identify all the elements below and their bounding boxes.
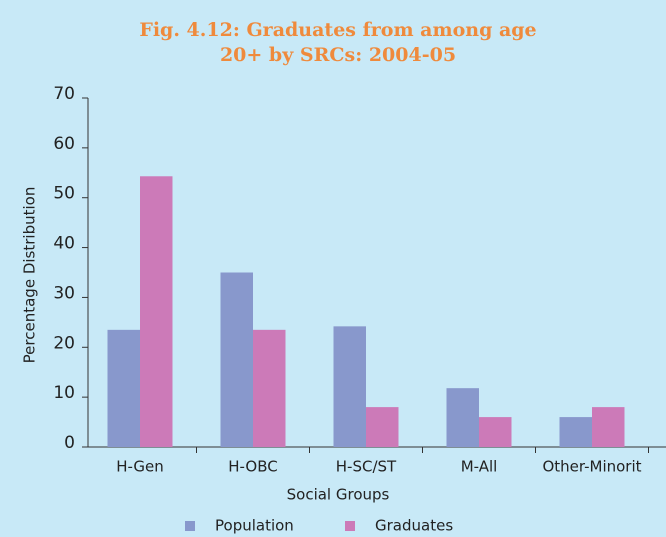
y-tick-label: 0 xyxy=(64,433,75,453)
chart-title: Fig. 4.12: Graduates from among age 20+ … xyxy=(139,19,537,66)
legend-swatch xyxy=(185,521,195,531)
bar xyxy=(220,272,253,447)
x-tick-label: H-OBC xyxy=(228,458,277,476)
bar xyxy=(140,176,173,448)
bar xyxy=(592,407,625,447)
y-tick-label: 50 xyxy=(53,184,75,204)
bar xyxy=(559,417,592,447)
y-tick-label: 10 xyxy=(53,383,75,403)
bar xyxy=(366,407,399,447)
bar xyxy=(446,388,479,447)
bar xyxy=(253,329,286,447)
x-tick-label: H-Gen xyxy=(116,458,164,476)
x-tick-label: Other-Minorit xyxy=(542,458,641,476)
x-tick-label: H-SC/ST xyxy=(336,458,397,476)
y-tick-label: 30 xyxy=(53,283,75,303)
legend-label: Population xyxy=(215,517,294,535)
y-axis-label: Percentage Distribution xyxy=(21,187,39,364)
y-tick-label: 70 xyxy=(53,84,75,104)
y-tick-label: 60 xyxy=(53,134,75,154)
bar xyxy=(479,417,512,447)
x-axis-label: Social Groups xyxy=(287,486,390,504)
x-tick-label: M-All xyxy=(461,458,498,476)
y-tick-label: 40 xyxy=(53,234,75,254)
legend-swatch xyxy=(345,521,355,531)
legend-label: Graduates xyxy=(375,517,453,535)
y-tick-label: 20 xyxy=(53,333,75,353)
bar xyxy=(107,329,140,447)
bar xyxy=(333,326,366,447)
